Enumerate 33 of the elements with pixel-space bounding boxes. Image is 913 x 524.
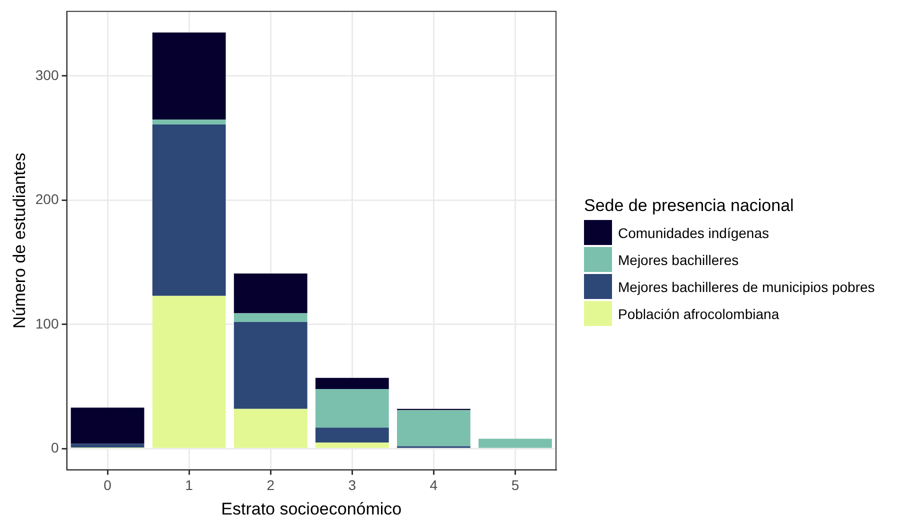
bar: [478, 438, 552, 448]
bar: [396, 410, 470, 446]
bar: [234, 322, 308, 409]
legend-title: Sede de presencia nacional: [584, 196, 795, 216]
y-axis-title: Número de estudiantes: [10, 152, 29, 328]
y-tick-label: 300: [35, 66, 59, 83]
legend-label: Mejores bachilleres: [618, 252, 739, 268]
x-tick-label: 3: [348, 477, 356, 494]
bar: [315, 389, 389, 428]
bar: [234, 408, 308, 448]
x-tick-label: 1: [185, 477, 194, 494]
y-tick-label: 0: [50, 440, 59, 456]
bar: [152, 119, 226, 124]
bar: [152, 32, 226, 120]
x-axis-title: Estrato socioeconómico: [221, 499, 402, 518]
x-tick-label: 5: [511, 477, 520, 494]
bar: [70, 408, 144, 444]
legend-label: Población afrocolombiana: [618, 306, 780, 322]
bar: [152, 296, 226, 448]
bar: [234, 313, 308, 322]
legend-label: Comunidades indígenas: [618, 224, 769, 240]
bar: [315, 442, 389, 448]
x-tick-label: 0: [104, 477, 112, 494]
legend-label: Mejores bachilleres de municipios pobres: [618, 278, 875, 294]
x-tick-label: 2: [266, 477, 275, 494]
y-tick-label: 100: [35, 315, 59, 332]
bar: [315, 378, 389, 390]
x-tick-label: 4: [430, 477, 438, 494]
bar: [152, 124, 226, 296]
bar: [234, 274, 308, 314]
bar: [70, 444, 144, 448]
bar: [315, 428, 389, 442]
y-tick-label: 200: [35, 191, 59, 208]
